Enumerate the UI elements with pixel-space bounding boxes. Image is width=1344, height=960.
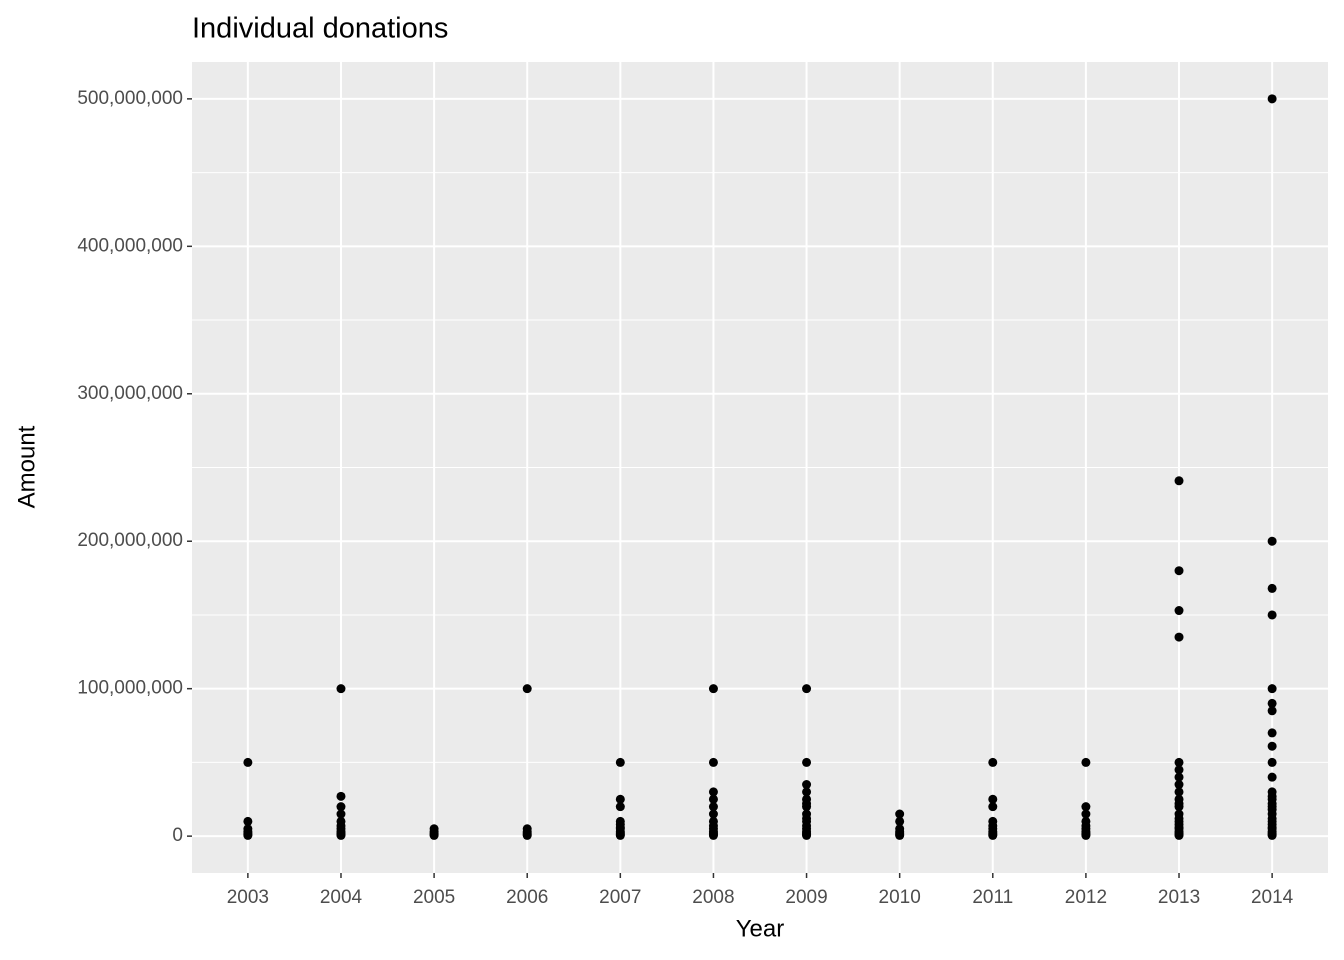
- x-tick-label: 2012: [1065, 887, 1107, 908]
- point: [1267, 684, 1277, 694]
- point: [988, 757, 998, 767]
- point: [895, 830, 905, 840]
- x-tick-label: 2007: [599, 887, 641, 908]
- point: [243, 816, 253, 826]
- point: [243, 757, 253, 767]
- x-axis-title: Year: [736, 915, 785, 942]
- point: [1267, 94, 1277, 104]
- point: [1267, 757, 1277, 767]
- point: [988, 794, 998, 804]
- point: [708, 794, 718, 804]
- point: [1081, 809, 1091, 819]
- point: [708, 684, 718, 694]
- point: [708, 830, 718, 840]
- point: [1174, 765, 1184, 775]
- point: [1267, 536, 1277, 546]
- x-tick-label: 2003: [227, 887, 269, 908]
- x-tick-label: 2010: [879, 887, 921, 908]
- point: [1174, 780, 1184, 790]
- point: [1267, 830, 1277, 840]
- point: [615, 802, 625, 812]
- chart-title: Individual donations: [192, 13, 448, 45]
- x-tick-label: 2004: [320, 887, 363, 908]
- point: [1174, 606, 1184, 616]
- y-tick-label: 100,000,000: [77, 678, 183, 699]
- x-tick-label: 2008: [692, 887, 734, 908]
- point: [1267, 583, 1277, 593]
- y-tick-label: 500,000,000: [77, 88, 183, 109]
- x-tick-label: 2014: [1251, 887, 1294, 908]
- point: [1267, 610, 1277, 620]
- point: [615, 794, 625, 804]
- point: [1174, 476, 1184, 486]
- point: [708, 809, 718, 819]
- point: [1174, 566, 1184, 576]
- x-tick-label: 2013: [1158, 887, 1200, 908]
- point: [895, 809, 905, 819]
- y-tick-label: 200,000,000: [77, 530, 183, 551]
- point: [1081, 802, 1091, 812]
- x-tick-label: 2009: [785, 887, 827, 908]
- y-tick-label: 0: [172, 825, 183, 846]
- point: [522, 830, 532, 840]
- point: [1174, 830, 1184, 840]
- point: [802, 684, 812, 694]
- y-axis-title: Amount: [13, 425, 40, 508]
- point: [708, 787, 718, 797]
- point: [802, 757, 812, 767]
- point: [615, 830, 625, 840]
- point: [988, 802, 998, 812]
- point: [1267, 706, 1277, 716]
- point: [802, 830, 812, 840]
- point: [1267, 698, 1277, 708]
- point: [1174, 787, 1184, 797]
- point: [708, 757, 718, 767]
- point: [1267, 772, 1277, 782]
- x-tick-label: 2011: [972, 887, 1013, 908]
- point: [802, 802, 812, 812]
- point: [336, 802, 346, 812]
- point: [522, 684, 532, 694]
- x-tick-label: 2005: [413, 887, 455, 908]
- point: [429, 830, 439, 840]
- point: [243, 830, 253, 840]
- x-tick-label: 2006: [506, 887, 548, 908]
- point: [1267, 741, 1277, 751]
- point: [1267, 728, 1277, 738]
- point: [336, 684, 346, 694]
- point: [1081, 830, 1091, 840]
- point: [336, 791, 346, 801]
- point: [802, 780, 812, 790]
- point: [336, 809, 346, 819]
- point: [708, 802, 718, 812]
- point: [1174, 632, 1184, 642]
- y-tick-label: 400,000,000: [77, 235, 183, 256]
- point: [336, 830, 346, 840]
- point: [615, 757, 625, 767]
- point: [1081, 757, 1091, 767]
- point: [802, 787, 812, 797]
- point: [1174, 802, 1184, 812]
- point: [988, 830, 998, 840]
- point: [895, 816, 905, 826]
- point: [1174, 757, 1184, 767]
- y-tick-label: 300,000,000: [77, 383, 183, 404]
- point: [1174, 772, 1184, 782]
